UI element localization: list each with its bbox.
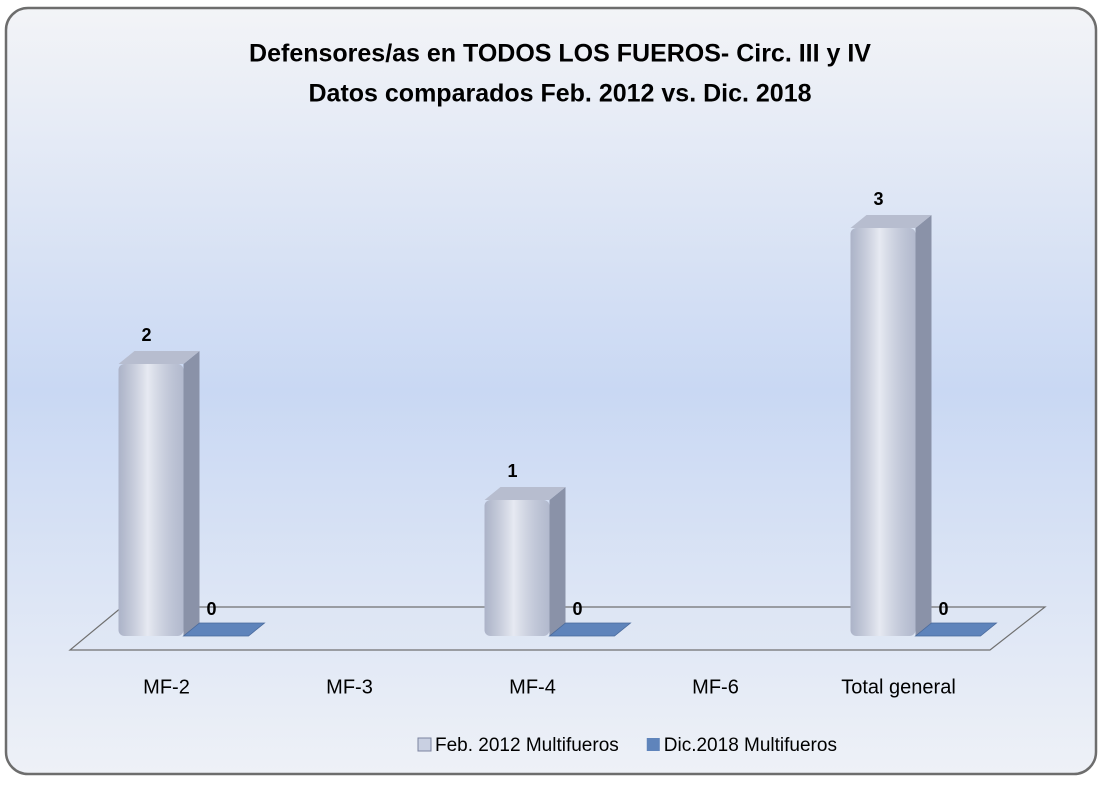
bar-top [484,487,566,500]
data-label: 0 [572,599,582,619]
x-tick-label: MF-6 [692,676,739,698]
legend-marker [646,738,660,751]
bar [850,215,932,636]
x-tick-label: MF-2 [143,676,190,698]
bar-shine [484,500,550,636]
x-tick-label: MF-3 [326,676,373,698]
chart-title: Defensores/as en TODOS LOS FUEROS- Circ.… [249,40,871,68]
legend-label: Feb. 2012 Multifueros [435,735,619,756]
legend-marker [417,737,432,752]
bar-side [549,487,566,636]
data-label: 0 [938,599,948,619]
bar-flat [914,622,998,637]
bar-side [183,351,200,636]
bar [484,487,566,636]
bar-flat [182,622,266,637]
bar-shine [850,228,916,636]
data-label: 3 [873,189,883,209]
bar [118,351,200,636]
x-tick-label: Total general [841,676,956,698]
x-tick-label: MF-4 [509,676,556,698]
chart-subtitle: Datos comparados Feb. 2012 vs. Dic. 2018 [308,80,811,108]
chart-panel [4,6,1098,776]
data-label: 0 [206,599,216,619]
bar-flat [548,622,632,637]
bar-side [915,215,932,636]
bar-top [118,351,200,364]
data-label: 2 [141,325,151,345]
bar-top [850,215,932,228]
data-label: 1 [507,461,517,481]
legend-label: Dic.2018 Multifueros [664,735,837,756]
bar-shine [118,364,184,636]
